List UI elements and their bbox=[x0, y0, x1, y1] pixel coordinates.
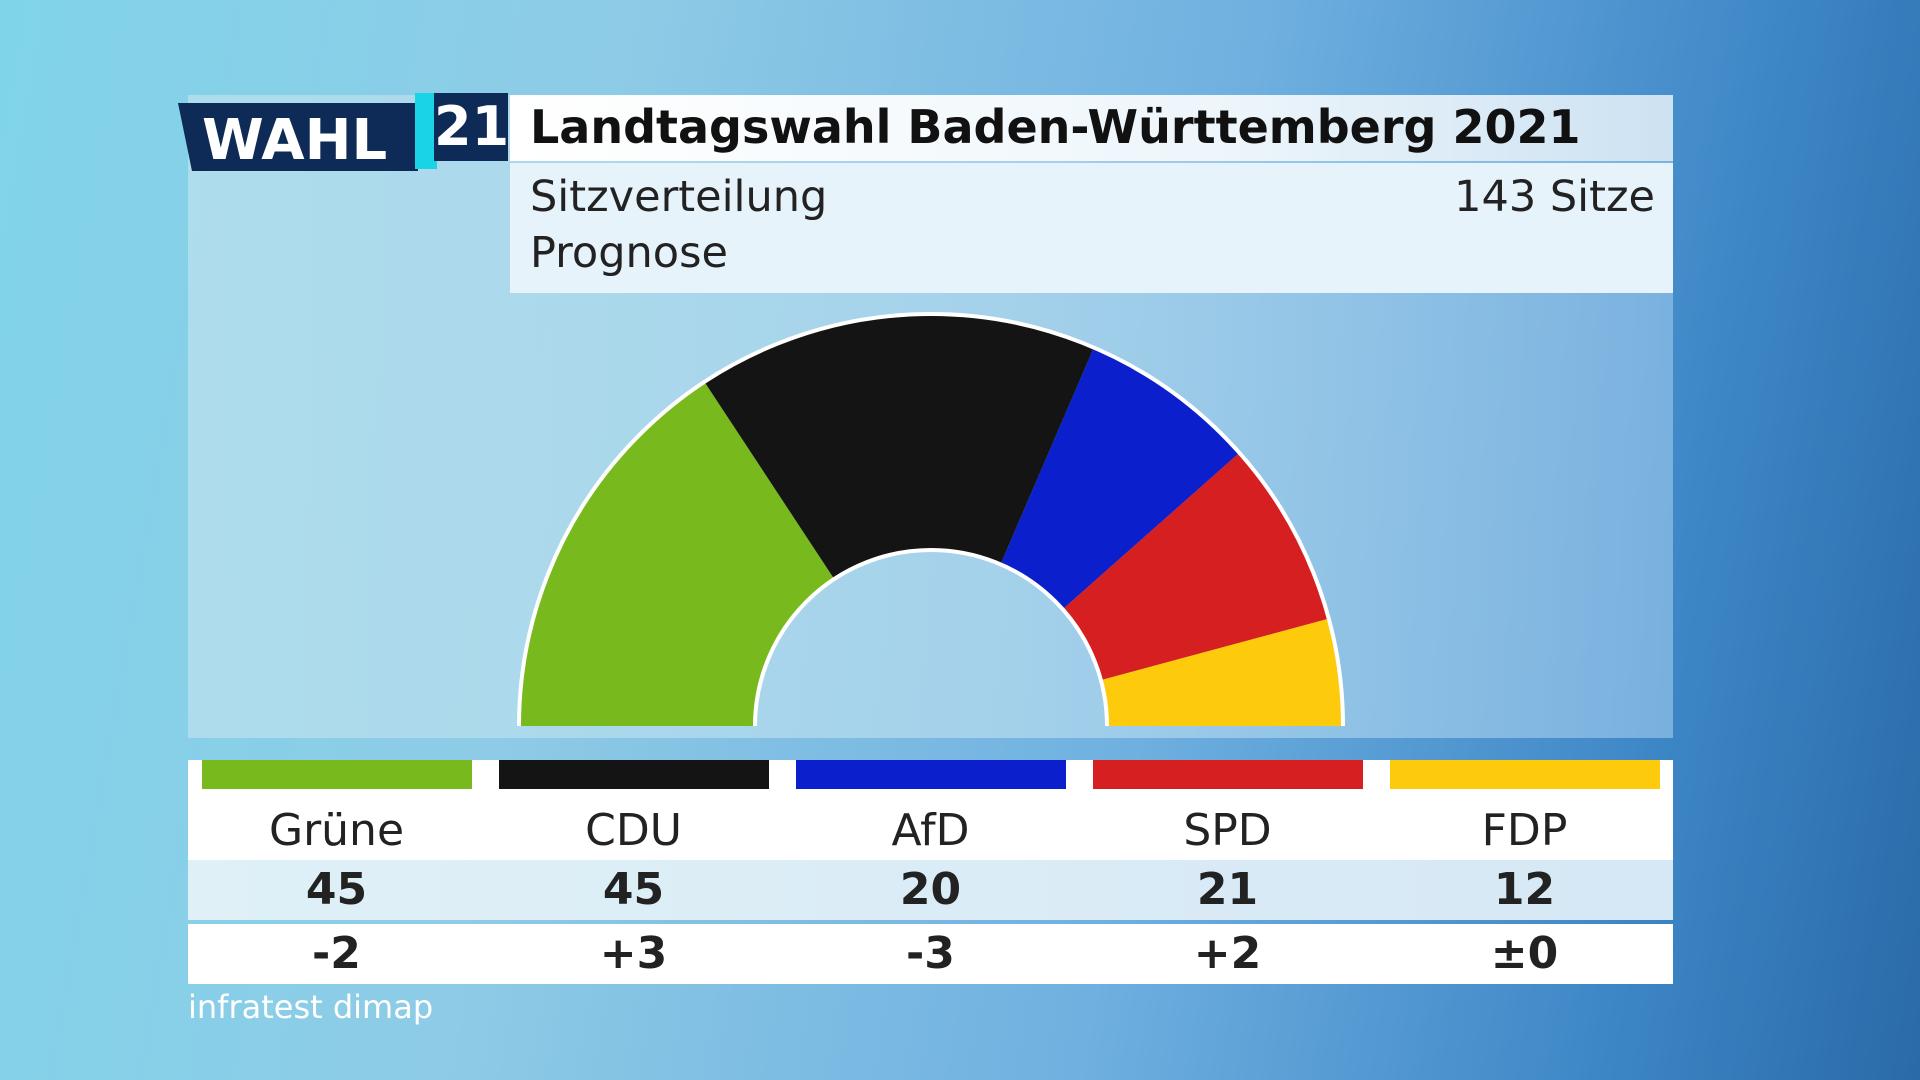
party-name-fdp: FDP bbox=[1481, 805, 1568, 856]
seat-count-spd: 21 bbox=[1196, 864, 1259, 915]
seat-count-gruene: 45 bbox=[305, 864, 368, 915]
seat-segment-spd bbox=[1062, 452, 1329, 681]
logo-number: 21 bbox=[434, 93, 509, 161]
party-name-afd: AfD bbox=[891, 805, 970, 856]
legend-swatch-afd bbox=[795, 760, 1066, 789]
legend-swatch-spd bbox=[1092, 760, 1363, 789]
legend-cell-gruene bbox=[188, 760, 485, 805]
seat-change-fdp: ±0 bbox=[1490, 928, 1559, 979]
seat-segment-cdu bbox=[704, 314, 1094, 579]
seat-change-cdu: +3 bbox=[599, 928, 668, 979]
total-seats-label: 143 Sitze bbox=[1454, 172, 1655, 222]
legend-swatch-cdu bbox=[498, 760, 769, 789]
legend-cell-spd bbox=[1079, 760, 1376, 805]
party-name-spd: SPD bbox=[1183, 805, 1272, 856]
seat-count-row: 45 45 20 21 12 bbox=[188, 860, 1673, 920]
subtitle-bar bbox=[510, 163, 1673, 293]
title-bar bbox=[510, 95, 1673, 161]
party-name-cdu: CDU bbox=[585, 805, 682, 856]
party-name-row: Grüne CDU AfD SPD FDP bbox=[188, 805, 1673, 860]
seat-change-gruene: -2 bbox=[312, 928, 361, 979]
wahl-logo: WAHL bbox=[178, 103, 418, 171]
seat-count-cdu: 45 bbox=[602, 864, 665, 915]
party-name-gruene: Grüne bbox=[268, 805, 405, 856]
seat-segment-afd bbox=[1000, 347, 1240, 610]
source-label: infratest dimap bbox=[188, 988, 434, 1026]
party-color-row bbox=[188, 760, 1673, 805]
logo-background bbox=[178, 103, 418, 171]
subtitle-prognose: Prognose bbox=[530, 228, 728, 278]
legend-swatch-fdp bbox=[1389, 760, 1660, 789]
legend-cell-cdu bbox=[485, 760, 782, 805]
seat-change-row: -2 +3 -3 +2 ±0 bbox=[188, 924, 1673, 984]
legend-cell-fdp bbox=[1376, 760, 1673, 805]
chart-outline bbox=[517, 312, 1345, 727]
legend-cell-afd bbox=[782, 760, 1079, 805]
seat-segment-gruene bbox=[519, 381, 835, 726]
seat-change-afd: -3 bbox=[906, 928, 955, 979]
seat-segment-fdp bbox=[1100, 618, 1343, 726]
logo-text: WAHL bbox=[202, 108, 387, 171]
results-table: Grüne CDU AfD SPD FDP 45 45 20 21 12 -2 +3 -3 +2 ±0 bbox=[188, 760, 1673, 984]
seat-count-fdp: 12 bbox=[1493, 864, 1556, 915]
logo-accent bbox=[415, 93, 437, 169]
seat-count-afd: 20 bbox=[899, 864, 962, 915]
seat-change-spd: +2 bbox=[1193, 928, 1262, 979]
page-title: Landtagswahl Baden-Württemberg 2021 bbox=[530, 100, 1581, 154]
subtitle-sitzverteilung: Sitzverteilung bbox=[530, 172, 828, 222]
legend-swatch-gruene bbox=[201, 760, 472, 789]
